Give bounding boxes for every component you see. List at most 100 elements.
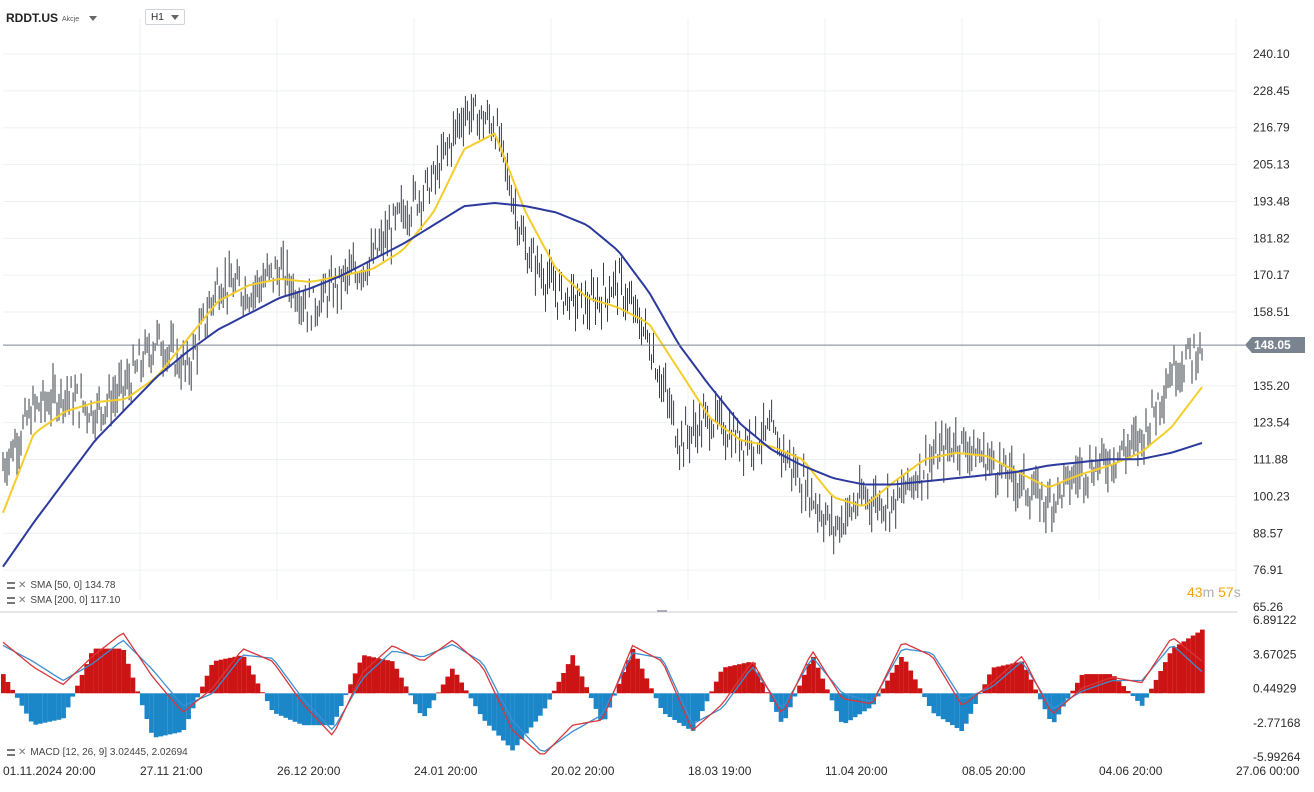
- macd-hist-bar: [264, 693, 270, 702]
- macd-hist-bar: [329, 693, 335, 726]
- macd-hist-bar: [825, 689, 830, 694]
- countdown-minutes: 43: [1187, 584, 1203, 600]
- timeframe-select[interactable]: H1: [145, 9, 185, 25]
- macd-hist-bar: [1024, 669, 1029, 694]
- chevron-down-icon[interactable]: [171, 15, 179, 20]
- macd-hist-bar: [1163, 662, 1168, 694]
- macd-hist-bar: [1121, 686, 1126, 694]
- macd-hist-bar: [75, 685, 80, 694]
- macd-hist-bar: [297, 693, 302, 724]
- macd-y-tick-label: 0.44929: [1253, 682, 1297, 696]
- macd-hist-bar: [1061, 693, 1066, 707]
- macd-hist-bar: [788, 693, 793, 708]
- chevron-down-icon[interactable]: [89, 15, 98, 21]
- countdown-seconds: 57: [1218, 584, 1234, 600]
- macd-hist-bar: [676, 693, 682, 723]
- bar-countdown: 43m 57s: [1187, 584, 1241, 600]
- macd-hist-bar: [806, 663, 812, 694]
- macd-hist-bar: [89, 653, 94, 694]
- macd-hist-bar: [1181, 641, 1187, 694]
- macd-hist-bar: [565, 664, 571, 694]
- y-tick-label: 228.45: [1253, 84, 1290, 98]
- macd-hist-bar: [579, 676, 585, 694]
- macd-hist-bar: [588, 693, 594, 699]
- macd-hist-bar: [630, 648, 636, 694]
- macd-hist-bar: [885, 680, 890, 694]
- symbol-name[interactable]: RDDT.US: [6, 11, 59, 25]
- y-tick-label: 240.10: [1253, 47, 1290, 61]
- symbol-selector[interactable]: RDDT.US Akcje: [6, 9, 98, 27]
- x-tick-label: 24.01 20:00: [414, 764, 478, 778]
- macd-hist-bar: [1186, 638, 1191, 694]
- macd-hist-bar: [903, 661, 909, 694]
- macd-hist-bar: [852, 693, 858, 718]
- macd-hist-bar: [801, 674, 807, 694]
- macd-hist-bar: [538, 693, 543, 716]
- sma200-line: [2, 202, 1203, 568]
- settings-icon[interactable]: [7, 749, 15, 756]
- macd-hist-bar: [417, 693, 423, 714]
- settings-icon[interactable]: [7, 597, 15, 604]
- macd-hist-bar: [376, 658, 381, 694]
- macd-hist-bar: [246, 665, 252, 694]
- macd-histogram: [1, 629, 1205, 751]
- x-tick-label: 08.05 20:00: [962, 764, 1026, 778]
- macd-hist-bar: [436, 692, 441, 694]
- macd-hist-bar: [528, 693, 534, 728]
- macd-hist-bar: [1172, 647, 1177, 694]
- macd-hist-bar: [167, 693, 173, 735]
- macd-hist-bar: [153, 693, 159, 738]
- y-tick-label: 88.57: [1253, 526, 1283, 540]
- macd-hist-bar: [732, 665, 738, 694]
- macd-hist-bar: [894, 664, 900, 694]
- macd-hist-bar: [61, 693, 66, 719]
- macd-hist-bar: [130, 677, 136, 694]
- macd-hist-bar: [783, 693, 789, 719]
- macd-hist-bar: [24, 693, 29, 714]
- macd-hist-bar: [1070, 690, 1076, 694]
- macd-hist-bar: [1033, 689, 1038, 694]
- y-tick-label: 100.23: [1253, 489, 1290, 503]
- legend-macd: ✕ MACD [12, 26, 9] 3.02445, 2.02694: [7, 747, 188, 758]
- macd-hist-bar: [195, 693, 201, 698]
- macd-hist-bar: [408, 693, 414, 696]
- macd-hist-bar: [348, 684, 353, 694]
- macd-hist-bar: [968, 693, 974, 714]
- y-tick-label: 205.13: [1253, 158, 1290, 172]
- macd-hist-bar: [487, 693, 492, 726]
- macd-hist-bar: [163, 693, 168, 736]
- macd-hist-bar: [1038, 693, 1043, 700]
- close-icon[interactable]: ✕: [18, 595, 27, 606]
- macd-hist-bar: [644, 678, 650, 694]
- macd-hist-bar: [463, 690, 469, 694]
- macd-hist-bar: [556, 681, 562, 694]
- macd-hist-bar: [834, 693, 839, 712]
- macd-hist-bar: [366, 656, 372, 694]
- settings-icon[interactable]: [7, 582, 15, 589]
- macd-hist-bar: [459, 682, 464, 694]
- macd-hist-bar: [473, 693, 478, 707]
- macd-hist-bar: [283, 693, 289, 718]
- macd-hist-bar: [149, 693, 154, 733]
- macd-hist-bar: [936, 693, 941, 717]
- macd-hist-bar: [70, 693, 76, 697]
- macd-hist-bar: [820, 678, 826, 694]
- macd-hist-bar: [987, 674, 992, 694]
- macd-y-tick-label: -5.99264: [1253, 750, 1301, 764]
- close-icon[interactable]: ✕: [18, 580, 27, 591]
- macd-hist-bar: [524, 693, 529, 734]
- macd-hist-bar: [931, 693, 937, 714]
- macd-hist-bar: [1153, 679, 1159, 694]
- macd-hist-bar: [875, 693, 881, 697]
- macd-hist-bar: [385, 660, 390, 694]
- macd-y-tick-label: 6.89122: [1253, 613, 1297, 627]
- macd-hist-bar: [551, 690, 557, 694]
- macd-hist-bar: [774, 693, 779, 712]
- macd-hist-bar: [121, 650, 127, 694]
- macd-hist-bar: [1158, 671, 1163, 694]
- close-icon[interactable]: ✕: [18, 747, 27, 758]
- macd-hist-bar: [10, 689, 15, 694]
- y-tick-label: 181.82: [1253, 231, 1290, 245]
